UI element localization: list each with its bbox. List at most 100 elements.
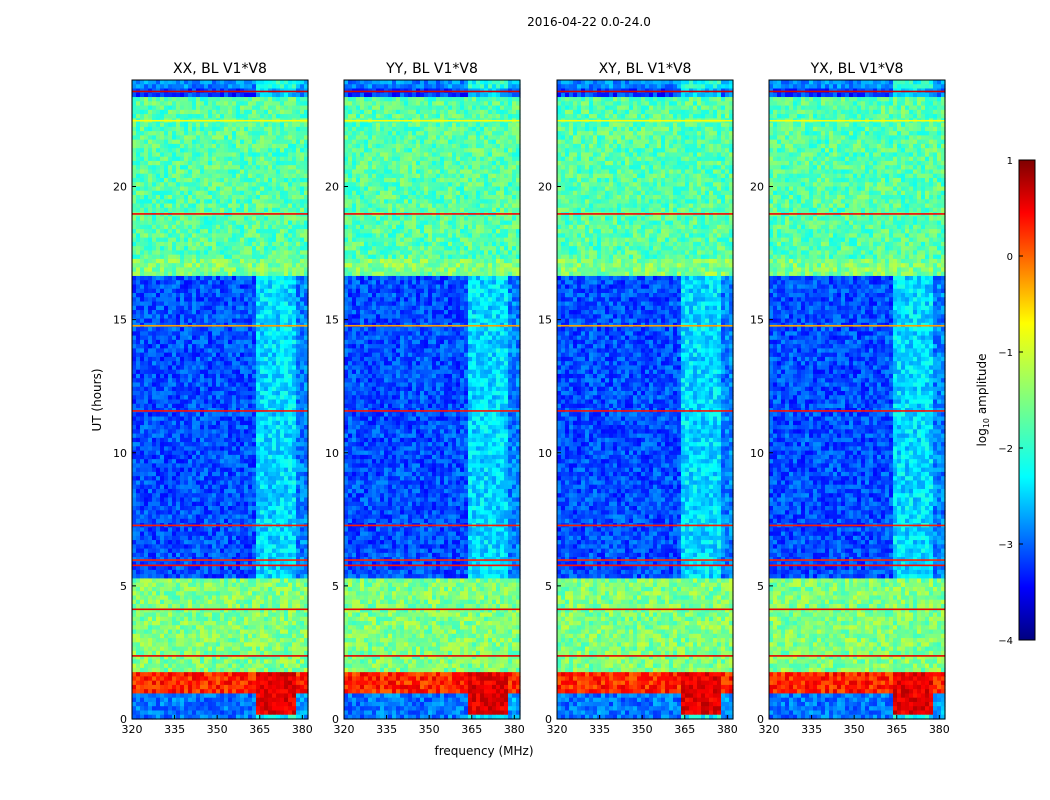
heatmap-cell bbox=[260, 84, 265, 89]
heatmap-cell bbox=[168, 131, 173, 136]
heatmap-cell bbox=[228, 140, 233, 145]
heatmap-cell bbox=[156, 169, 161, 174]
heatmap-cell bbox=[248, 276, 253, 281]
heatmap-cell bbox=[184, 152, 189, 157]
heatmap-cell bbox=[172, 148, 177, 153]
heatmap-cell bbox=[236, 216, 241, 221]
heatmap-cell bbox=[156, 135, 161, 140]
heatmap-cell bbox=[188, 174, 193, 179]
heatmap-cell bbox=[188, 221, 193, 226]
heatmap-cell bbox=[264, 93, 269, 98]
heatmap-cell bbox=[272, 178, 277, 183]
heatmap-cell bbox=[140, 157, 145, 162]
heatmap-cell bbox=[212, 110, 217, 115]
heatmap-cell bbox=[232, 242, 237, 247]
heatmap-cell bbox=[232, 127, 237, 132]
heatmap-cell bbox=[248, 225, 253, 230]
heatmap-cell bbox=[156, 238, 161, 243]
heatmap-cell bbox=[220, 204, 225, 209]
heatmap-cell bbox=[152, 140, 157, 145]
heatmap-cell bbox=[216, 208, 221, 213]
heatmap-cell bbox=[220, 259, 225, 264]
heatmap-cell bbox=[280, 101, 285, 106]
heatmap-cell bbox=[276, 246, 281, 251]
heatmap-cell bbox=[180, 131, 185, 136]
heatmap-cell bbox=[196, 267, 201, 272]
heatmap-cell bbox=[224, 216, 229, 221]
heatmap-cell bbox=[248, 233, 253, 238]
heatmap-cell bbox=[260, 263, 265, 268]
heatmap-cell bbox=[132, 238, 137, 243]
heatmap-cell bbox=[208, 199, 213, 204]
heatmap-cell bbox=[280, 229, 285, 234]
heatmap-cell bbox=[216, 221, 221, 226]
heatmap-cell bbox=[172, 152, 177, 157]
heatmap-cell bbox=[188, 208, 193, 213]
heatmap-cell bbox=[276, 195, 281, 200]
heatmap-cell bbox=[160, 255, 165, 260]
heatmap-cell bbox=[152, 191, 157, 196]
heatmap-cell bbox=[236, 208, 241, 213]
heatmap-cell bbox=[168, 250, 173, 255]
heatmap-cell bbox=[224, 229, 229, 234]
heatmap-cell bbox=[196, 148, 201, 153]
heatmap-cell bbox=[224, 114, 229, 119]
heatmap-cell bbox=[164, 152, 169, 157]
heatmap-cell bbox=[260, 238, 265, 243]
heatmap-cell bbox=[292, 250, 297, 255]
heatmap-cell bbox=[204, 267, 209, 272]
heatmap-cell bbox=[228, 148, 233, 153]
heatmap-cell bbox=[256, 80, 261, 85]
heatmap-cell bbox=[208, 246, 213, 251]
heatmap-cell bbox=[240, 182, 245, 187]
heatmap-cell bbox=[172, 106, 177, 111]
heatmap-cell bbox=[280, 110, 285, 115]
heatmap-cell bbox=[136, 131, 141, 136]
heatmap-cell bbox=[160, 161, 165, 166]
heatmap-cell bbox=[204, 106, 209, 111]
heatmap-cell bbox=[296, 101, 301, 106]
heatmap-cell bbox=[220, 152, 225, 157]
heatmap-cell bbox=[296, 272, 301, 277]
heatmap-cell bbox=[212, 221, 217, 226]
heatmap-cell bbox=[168, 161, 173, 166]
heatmap-cell bbox=[208, 127, 213, 132]
heatmap-cell bbox=[144, 216, 149, 221]
heatmap-cell bbox=[152, 233, 157, 238]
heatmap-cell bbox=[180, 152, 185, 157]
heatmap-cell bbox=[284, 178, 289, 183]
heatmap-cell bbox=[232, 233, 237, 238]
heatmap-cell bbox=[252, 114, 257, 119]
heatmap-cell bbox=[280, 250, 285, 255]
heatmap-cell bbox=[284, 165, 289, 170]
heatmap-cell bbox=[248, 114, 253, 119]
heatmap-cell bbox=[264, 127, 269, 132]
heatmap-cell bbox=[152, 152, 157, 157]
heatmap-cell bbox=[268, 246, 273, 251]
heatmap-cell bbox=[280, 161, 285, 166]
heatmap-cell bbox=[240, 221, 245, 226]
heatmap-cell bbox=[208, 255, 213, 260]
heatmap-cell bbox=[260, 110, 265, 115]
heatmap-cell bbox=[260, 199, 265, 204]
heatmap-cell bbox=[196, 191, 201, 196]
heatmap-cell bbox=[208, 208, 213, 213]
heatmap-cell bbox=[172, 187, 177, 192]
heatmap-cell bbox=[288, 135, 293, 140]
heatmap-cell bbox=[168, 97, 173, 102]
heatmap-cell bbox=[184, 140, 189, 145]
heatmap-cell bbox=[188, 148, 193, 153]
heatmap-cell bbox=[184, 174, 189, 179]
heatmap-cell bbox=[144, 80, 149, 85]
heatmap-cell bbox=[204, 233, 209, 238]
heatmap-cell bbox=[232, 148, 237, 153]
heatmap-cell bbox=[284, 157, 289, 162]
heatmap-cell bbox=[196, 131, 201, 136]
heatmap-cell bbox=[300, 216, 305, 221]
heatmap-cell bbox=[196, 250, 201, 255]
heatmap-cell bbox=[160, 267, 165, 272]
heatmap-cell bbox=[212, 140, 217, 145]
heatmap-cell bbox=[220, 135, 225, 140]
heatmap-cell bbox=[244, 131, 249, 136]
heatmap-cell bbox=[204, 216, 209, 221]
